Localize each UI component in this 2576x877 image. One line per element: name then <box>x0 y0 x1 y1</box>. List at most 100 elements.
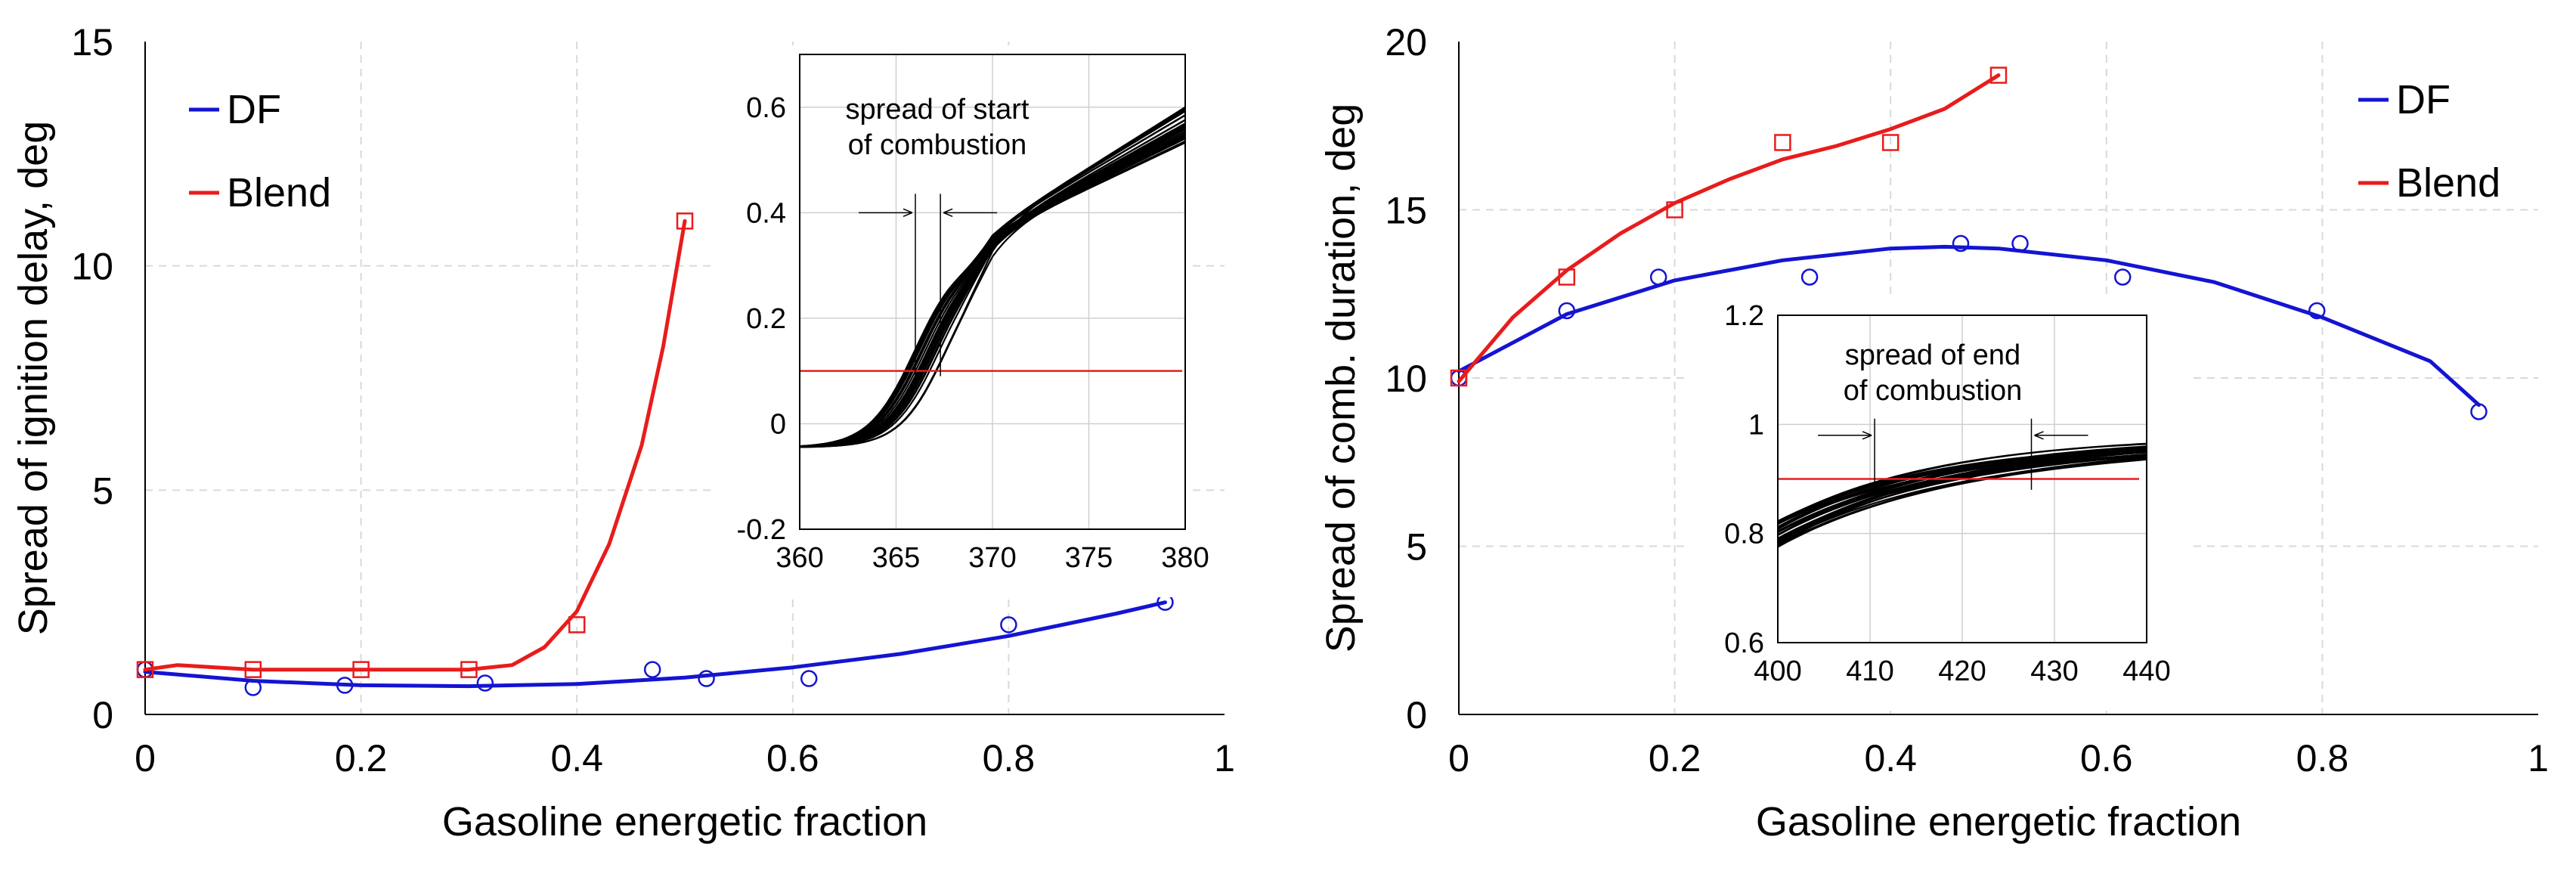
inset-x-tick-label: 370 <box>968 542 1016 574</box>
inset-x-tick-label: 380 <box>1161 542 1209 574</box>
spread-arrowhead <box>2034 431 2044 440</box>
y-tick-label: 0 <box>92 694 113 736</box>
inset-x-tick-label: 360 <box>776 542 823 574</box>
data-point <box>336 677 354 694</box>
inset-curve <box>800 130 1185 448</box>
data-point <box>676 212 694 230</box>
data-point <box>1000 616 1017 634</box>
inset-frame <box>1777 315 2147 643</box>
y-tick-label: 15 <box>71 21 113 64</box>
x-axis-title: Gasoline energetic fraction <box>442 799 927 844</box>
inset-x-tick-label: 440 <box>2122 655 2170 687</box>
series-fit-line <box>1457 73 2001 383</box>
data-point <box>568 616 586 634</box>
x-tick-label: 1 <box>2528 737 2549 779</box>
y-tick-label: 10 <box>1385 358 1427 400</box>
y-tick-label: 0 <box>1406 694 1427 736</box>
series-fit-line <box>143 218 687 672</box>
legend-label: Blend <box>2396 160 2500 206</box>
inset-curve <box>1778 457 2147 544</box>
data-point <box>1989 67 2008 84</box>
inset-y-tick-label: 0.2 <box>746 303 786 335</box>
data-point <box>244 679 262 696</box>
data-point <box>136 661 154 678</box>
x-tick-label: 0.2 <box>335 737 388 779</box>
inset-curve <box>1778 445 2147 530</box>
inset-annotation: of combustion <box>848 129 1027 161</box>
data-point <box>1649 268 1667 286</box>
series-blend <box>136 212 694 678</box>
data-point <box>352 661 370 678</box>
series-df <box>1450 234 2488 420</box>
data-point <box>800 670 818 687</box>
data-point <box>1558 302 1576 320</box>
data-point <box>1800 268 1819 286</box>
inset-curve <box>1778 451 2147 545</box>
legend-label: DF <box>227 87 281 132</box>
inset-annotation: spread of end <box>1845 339 2020 371</box>
spread-arrowhead <box>943 208 953 218</box>
data-point <box>1666 201 1683 218</box>
y-tick-label: 10 <box>71 246 113 288</box>
inset-curve <box>800 119 1185 448</box>
y-tick-label: 5 <box>1406 526 1427 569</box>
x-tick-label: 0.2 <box>1649 737 1701 779</box>
inset-chart: 360 365 370 375 380 -0.2 0 0.2 0.4 0.6 spread of s… <box>711 45 1209 597</box>
inset-x-tick-label: 365 <box>872 542 920 574</box>
inset-y-tick-label: 0.6 <box>746 92 786 124</box>
inset-chart: 400 410 420 430 440 0.6 0.8 1 1.2 spread of end of… <box>1689 299 2192 711</box>
inset-x-tick-label: 420 <box>1938 655 1986 687</box>
inset-curve <box>1778 449 2147 542</box>
inset-curve <box>800 135 1185 448</box>
spread-arrowhead <box>903 208 913 218</box>
inset-curve-bundle <box>1778 442 2147 548</box>
data-point <box>1774 134 1791 151</box>
inset-curve <box>1778 451 2147 525</box>
inset-curve-bundle <box>800 106 1185 448</box>
y-tick-label: 15 <box>1385 190 1427 232</box>
inset-annotation: spread of start <box>846 94 1029 126</box>
data-point <box>2113 268 2132 286</box>
y-axis-title: Spread of comb. duration, deg <box>1318 104 1364 652</box>
inset-curve <box>1778 443 2147 523</box>
data-point <box>698 670 715 687</box>
series-blend <box>1450 67 2008 387</box>
x-tick-label: 1 <box>1214 737 1235 779</box>
inset-x-tick-label: 400 <box>1754 655 1801 687</box>
data-point <box>460 661 478 678</box>
inset-frame <box>799 54 1186 530</box>
inset-y-tick-label: 1.2 <box>1724 300 1764 332</box>
inset-y-tick-label: 0.6 <box>1724 628 1764 659</box>
x-tick-label: 0 <box>135 737 156 779</box>
x-tick-label: 0.6 <box>2080 737 2133 779</box>
inset-y-tick-label: 1 <box>1748 409 1764 441</box>
y-tick-label: 5 <box>92 469 113 512</box>
inset-curve <box>800 128 1185 448</box>
inset-y-tick-label: 0.4 <box>746 197 786 229</box>
x-axis-title: Gasoline energetic fraction <box>1756 799 2241 844</box>
x-tick-label: 0 <box>1448 737 1469 779</box>
x-tick-label: 0.4 <box>1864 737 1917 779</box>
data-point <box>2011 234 2029 253</box>
data-point <box>1558 268 1576 286</box>
data-point <box>643 661 661 678</box>
y-axis-title: Spread of ignition delay, deg <box>11 121 56 635</box>
inset-x-tick-label: 410 <box>1846 655 1893 687</box>
data-point <box>2470 403 2488 420</box>
inset-x-tick-label: 430 <box>2030 655 2078 687</box>
inset-x-tick-label: 375 <box>1065 542 1113 574</box>
inset-y-tick-label: 0 <box>770 408 786 440</box>
x-tick-label: 0.8 <box>983 737 1036 779</box>
data-point <box>244 661 262 678</box>
data-point <box>476 674 494 692</box>
inset-y-tick-label: 0.8 <box>1724 519 1764 550</box>
spread-arrowhead <box>1862 431 1872 440</box>
series-fit-line <box>1457 244 2481 408</box>
data-point <box>1952 234 1970 253</box>
legend-label: Blend <box>227 170 331 215</box>
inset-curve <box>800 136 1185 448</box>
inset-y-tick-label: -0.2 <box>737 514 786 546</box>
